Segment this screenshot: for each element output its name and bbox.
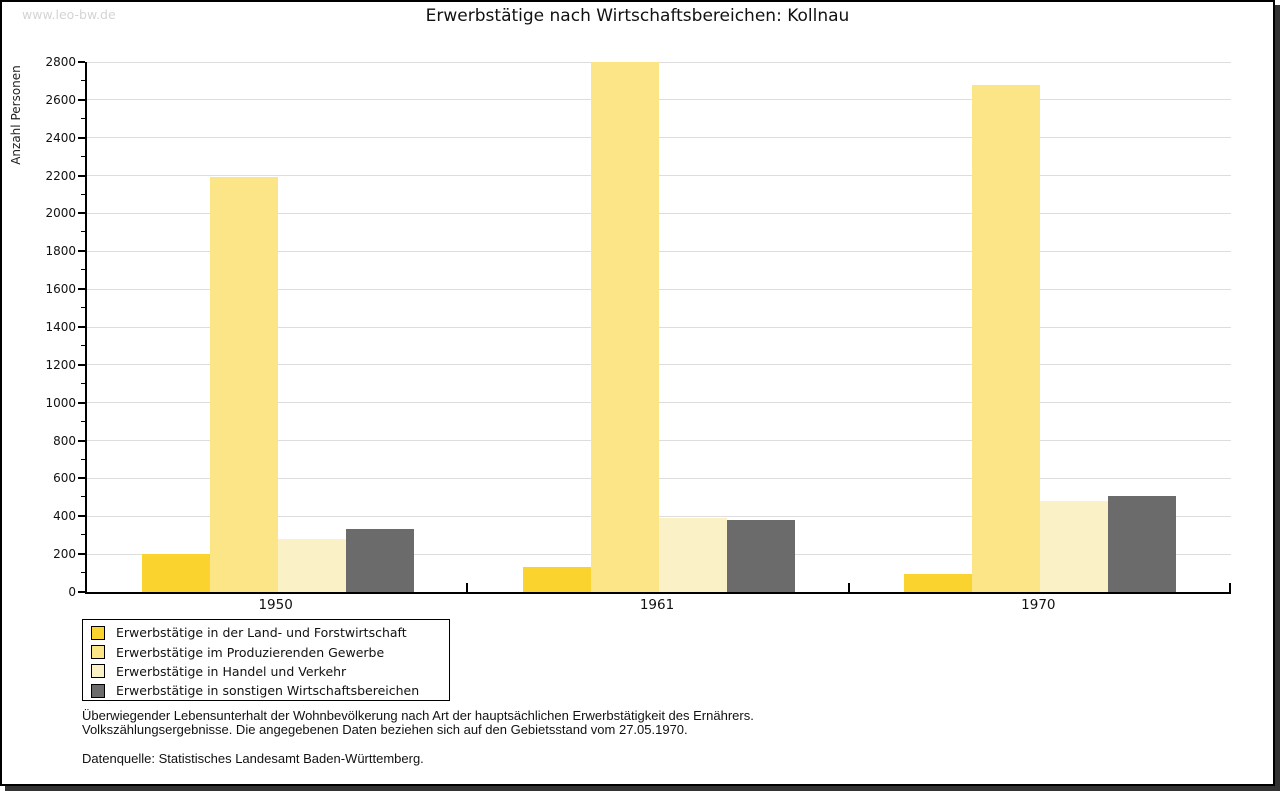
y-axis-tick-label: 0 xyxy=(68,585,76,599)
y-axis-minor-tick xyxy=(81,269,85,271)
x-axis-tick-label: 1970 xyxy=(1021,597,1056,613)
y-axis-minor-tick xyxy=(81,572,85,574)
chart-title: Erwerbstätige nach Wirtschaftsbereichen:… xyxy=(425,6,850,26)
y-axis-major-tick xyxy=(78,591,85,593)
bar-s3-1970 xyxy=(1040,501,1109,592)
gridline xyxy=(87,250,1231,252)
y-axis-major-tick xyxy=(78,174,85,177)
y-axis-minor-tick xyxy=(81,79,85,81)
legend-item: Erwerbstätige im Produzierenden Gewerbe xyxy=(91,642,449,661)
legend-label: Erwerbstätige in sonstigen Wirtschaftsbe… xyxy=(116,683,420,699)
gridline xyxy=(87,99,1231,101)
y-axis-major-tick xyxy=(78,288,85,291)
gridline xyxy=(87,326,1231,328)
y-axis-major-tick xyxy=(78,250,85,253)
gridline xyxy=(87,61,1231,63)
x-axis-tick xyxy=(466,583,469,592)
bar-s2-1950 xyxy=(209,177,278,592)
y-axis-minor-tick xyxy=(81,231,85,233)
gridline xyxy=(87,440,1231,442)
y-axis-tick-label: 1800 xyxy=(45,244,76,259)
legend-label: Erwerbstätige in der Land- und Forstwirt… xyxy=(116,625,407,641)
bar-s2-1961 xyxy=(591,62,659,592)
y-axis-tick-label: 800 xyxy=(53,433,76,448)
y-axis-minor-tick xyxy=(81,382,85,384)
y-axis-minor-tick xyxy=(81,307,85,309)
gridline xyxy=(87,288,1231,290)
y-axis-minor-tick xyxy=(81,117,85,119)
gridline xyxy=(87,137,1231,139)
x-axis-tick xyxy=(1229,583,1231,592)
y-axis-minor-tick xyxy=(81,496,85,498)
y-axis-tick-label: 1600 xyxy=(45,282,76,297)
legend-item: Erwerbstätige in sonstigen Wirtschaftsbe… xyxy=(91,681,449,700)
y-axis-minor-tick xyxy=(81,193,85,195)
plot-area xyxy=(78,61,1231,594)
y-axis-tick-label: 2200 xyxy=(45,168,76,183)
y-axis-minor-tick xyxy=(81,534,85,536)
gridline xyxy=(87,175,1231,177)
y-axis-major-tick xyxy=(78,61,85,63)
y-axis-tick-label: 1400 xyxy=(45,320,76,334)
bar-s3-1950 xyxy=(277,539,346,592)
y-axis-tick-label: 2000 xyxy=(45,206,76,221)
y-axis-tick-label: 400 xyxy=(53,509,76,524)
y-axis-major-tick xyxy=(78,363,85,366)
legend-swatch xyxy=(91,683,105,698)
y-axis-tick-label: 600 xyxy=(53,471,76,486)
bar-s1-1961 xyxy=(523,567,591,592)
data-source: Datenquelle: Statistisches Landesamt Bad… xyxy=(82,751,424,766)
footnote-line-2: Volkszählungsergebnisse. Die angegebenen… xyxy=(82,722,688,737)
gridline xyxy=(87,477,1231,479)
footnote: Überwiegender Lebensunterhalt der Wohnbe… xyxy=(82,709,754,737)
y-axis-major-tick xyxy=(78,477,85,480)
legend-swatch xyxy=(91,645,105,660)
y-axis-major-tick xyxy=(78,326,85,328)
y-axis-tick-label: 1000 xyxy=(45,395,76,410)
y-axis-major-tick xyxy=(78,553,85,556)
legend-label: Erwerbstätige in Handel und Verkehr xyxy=(116,663,347,679)
y-axis-minor-tick xyxy=(81,155,85,157)
frame-shadow-right xyxy=(1275,5,1280,791)
y-axis-minor-tick xyxy=(81,420,85,422)
x-axis-tick-label: 1950 xyxy=(258,597,293,613)
frame-shadow-bottom xyxy=(5,786,1280,791)
y-axis-major-tick xyxy=(78,401,85,404)
legend-box: Erwerbstätige in der Land- und Forstwirt… xyxy=(82,619,450,701)
bar-s3-1961 xyxy=(659,518,727,592)
bar-s1-1950 xyxy=(141,554,210,592)
y-axis-major-tick xyxy=(78,136,85,139)
y-axis-tick-label: 2600 xyxy=(45,92,76,107)
legend-item: Erwerbstätige in der Land- und Forstwirt… xyxy=(91,623,449,642)
bar-s4-1970 xyxy=(1108,496,1177,592)
legend-item: Erwerbstätige in Handel und Verkehr xyxy=(91,662,449,681)
y-axis-major-tick xyxy=(78,439,85,442)
gridline xyxy=(87,402,1231,404)
watermark: www.leo-bw.de xyxy=(22,7,116,22)
x-axis-tick-label: 1961 xyxy=(639,597,675,613)
gridline xyxy=(87,515,1231,517)
y-axis-major-tick xyxy=(78,515,85,518)
x-axis-tick xyxy=(847,583,850,592)
bar-s1-1970 xyxy=(904,574,973,592)
bar-s4-1961 xyxy=(727,520,795,592)
y-axis-major-tick xyxy=(78,98,85,101)
legend-label: Erwerbstätige im Produzierenden Gewerbe xyxy=(116,644,385,660)
y-axis-tick-label: 1200 xyxy=(45,357,76,372)
legend-swatch xyxy=(91,664,105,679)
bar-s2-1970 xyxy=(972,84,1041,592)
y-axis-tick-label: 2400 xyxy=(45,130,76,145)
y-axis-tick-label: 2800 xyxy=(45,55,76,69)
y-axis-minor-tick xyxy=(81,344,85,346)
y-axis-tick-label: 200 xyxy=(53,547,76,562)
bar-s4-1950 xyxy=(345,528,414,592)
gridline xyxy=(87,364,1231,366)
footnote-line-1: Überwiegender Lebensunterhalt der Wohnbe… xyxy=(82,708,754,723)
y-axis-major-tick xyxy=(78,212,85,215)
legend-swatch xyxy=(91,625,105,640)
y-axis-minor-tick xyxy=(81,458,85,460)
gridline xyxy=(87,212,1231,214)
